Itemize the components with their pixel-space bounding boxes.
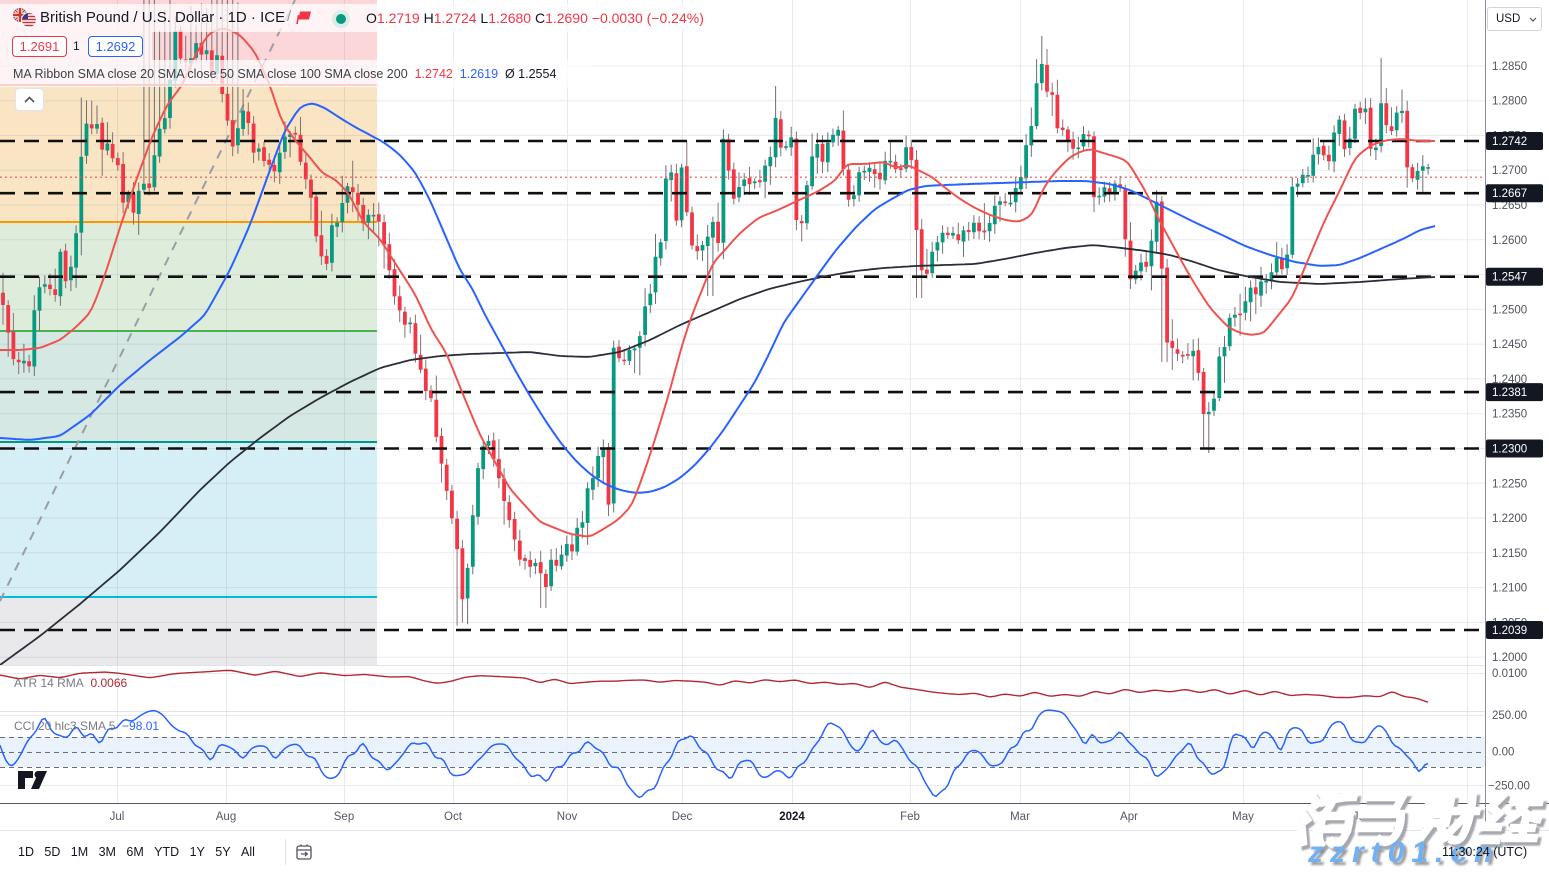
svg-text:Apr: Apr [1120,811,1138,823]
svg-text:1.2039: 1.2039 [1492,625,1527,637]
svg-text:1.2400: 1.2400 [1492,374,1527,386]
svg-text:1.2742: 1.2742 [1492,136,1527,148]
svg-text:Sep: Sep [334,811,354,823]
svg-text:Nov: Nov [557,811,578,823]
svg-text:Mar: Mar [1010,811,1030,823]
svg-text:250.00: 250.00 [1492,710,1527,722]
svg-text:Feb: Feb [900,811,920,823]
svg-text:1.2300: 1.2300 [1492,444,1527,456]
svg-text:1.2850: 1.2850 [1492,61,1527,73]
svg-text:Dec: Dec [672,811,693,823]
svg-text:1.2150: 1.2150 [1492,548,1527,560]
svg-text:1.2667: 1.2667 [1492,188,1527,200]
svg-text:1.2381: 1.2381 [1492,387,1527,399]
svg-text:Oct: Oct [444,811,463,823]
svg-text:0.00: 0.00 [1492,747,1514,759]
svg-text:1.2200: 1.2200 [1492,513,1527,525]
svg-text:1.2250: 1.2250 [1492,478,1527,490]
svg-text:1.2350: 1.2350 [1492,409,1527,421]
svg-text:1.2000: 1.2000 [1492,652,1527,664]
svg-text:1.2650: 1.2650 [1492,200,1527,212]
svg-text:Jul: Jul [110,811,125,823]
svg-text:2024: 2024 [779,811,805,823]
svg-text:1.2600: 1.2600 [1492,235,1527,247]
svg-text:Aug: Aug [216,811,236,823]
svg-text:1.2450: 1.2450 [1492,339,1527,351]
svg-text:1.2100: 1.2100 [1492,583,1527,595]
svg-text:1.2800: 1.2800 [1492,96,1527,108]
svg-text:1.2700: 1.2700 [1492,165,1527,177]
svg-text:−250.00: −250.00 [1488,781,1530,793]
svg-text:1.2547: 1.2547 [1492,272,1527,284]
svg-text:May: May [1232,811,1254,823]
svg-text:1.2500: 1.2500 [1492,304,1527,316]
svg-text:0.0100: 0.0100 [1492,668,1527,680]
